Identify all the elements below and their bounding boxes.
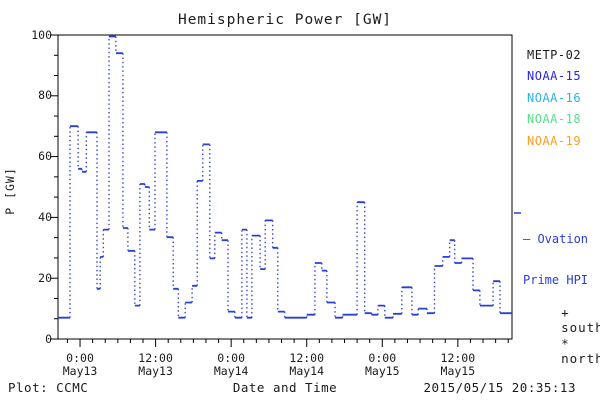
x-tick-date: May13: [138, 363, 173, 378]
x-tick-time: 12:00: [289, 351, 325, 365]
x-tick-time: 0:00: [66, 351, 94, 365]
hpi-step-connectors: [69, 36, 501, 318]
legend-item-noaa-16: NOAA-16: [527, 90, 582, 105]
legend-item-noaa-15: NOAA-15: [527, 69, 582, 84]
plus-icon: +: [561, 305, 570, 320]
x-tick-date: May13: [62, 363, 98, 378]
south-label: south: [561, 320, 600, 335]
hpi-step-levels: [58, 35, 512, 319]
ovation-legend-line2: Prime HPI: [523, 272, 589, 287]
legend-item-noaa-18: NOAA-18: [527, 112, 582, 127]
y-tick-label: 80: [38, 88, 52, 103]
y-tick-label: 0: [45, 331, 52, 346]
asterisk-icon: *: [561, 336, 570, 351]
x-tick-date: May15: [364, 363, 400, 378]
plot-credit: Plot: CCMC: [8, 380, 89, 395]
satellite-legend: METP-02 NOAA-15 NOAA-16 NOAA-18 NOAA-19: [527, 45, 581, 152]
x-axis-title: Date and Time: [232, 380, 338, 395]
plot-border: [57, 34, 513, 340]
x-tick-label: 12:00 May14: [275, 352, 339, 377]
x-tick-label: 0:00 May13: [48, 352, 112, 377]
x-tick-date: May14: [289, 363, 325, 378]
x-tick-date: May14: [213, 363, 249, 378]
y-tick-label: 100: [31, 27, 52, 42]
x-tick-date: May15: [440, 363, 476, 378]
x-tick-label: 0:00 May14: [199, 352, 263, 377]
chart-title: Hemispheric Power [GW]: [177, 12, 393, 28]
x-tick-label: 12:00 May13: [124, 352, 188, 377]
legend-item-metp-02: METP-02: [527, 48, 582, 62]
x-tick-label: 12:00 May15: [426, 352, 490, 377]
north-label: north: [561, 351, 600, 366]
x-tick-time: 12:00: [138, 351, 173, 365]
ovation-legend-line1: — Ovation: [523, 232, 589, 246]
legend-marker-north: * north: [527, 321, 600, 381]
x-tick-label: 0:00 May15: [350, 352, 414, 377]
ovation-model-legend: — Ovation Prime HPI: [523, 206, 588, 314]
legend-marker-south: + south: [527, 290, 600, 350]
legend-item-noaa-19: NOAA-19: [527, 133, 582, 148]
y-tick-label: 40: [38, 209, 52, 224]
plot-timestamp: 2015/05/15 20:35:13: [423, 380, 576, 395]
x-tick-time: 12:00: [440, 351, 476, 365]
x-tick-time: 0:00: [368, 351, 397, 365]
y-tick-label: 60: [38, 149, 52, 164]
x-tick-time: 0:00: [217, 351, 245, 365]
y-tick-label: 20: [38, 270, 52, 285]
